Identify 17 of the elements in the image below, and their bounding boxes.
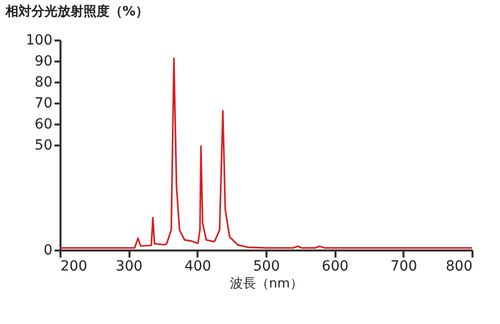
x-tick-label: 500	[253, 258, 280, 274]
y-tick-label: 50	[34, 138, 52, 154]
y-tick-label: 100	[26, 32, 52, 48]
x-tick-label: 400	[184, 258, 212, 274]
y-tick-label: 90	[34, 54, 52, 70]
x-axis-title: 波長（nm）	[230, 276, 303, 292]
y-axis-title: 相対分光放射照度（%）	[4, 4, 149, 20]
y-tick-label: 80	[34, 74, 52, 90]
y-tick-label: 70	[34, 96, 52, 112]
x-tick-label: 200	[60, 258, 88, 274]
x-tick-label: 800	[446, 258, 472, 274]
x-tick-label: 700	[390, 258, 418, 274]
line-series	[60, 57, 472, 249]
y-tick-label: 0	[44, 242, 52, 258]
y-tick-label: 60	[34, 116, 52, 132]
x-tick-label: 600	[322, 258, 349, 274]
x-tick-label: 300	[116, 258, 143, 274]
